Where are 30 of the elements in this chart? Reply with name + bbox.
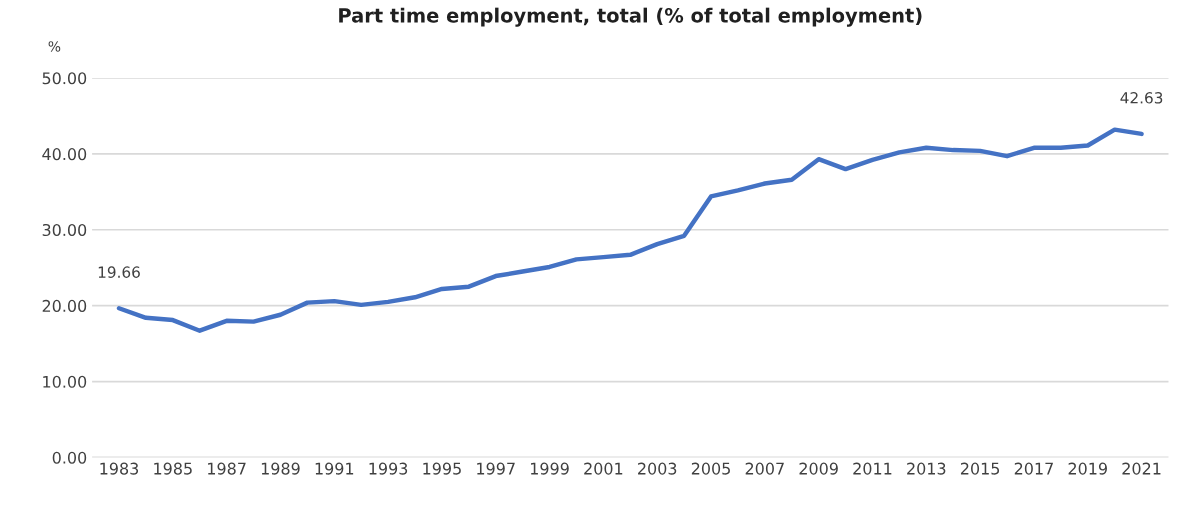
chart-title: Part time employment, total (% of total employment) <box>339 7 922 27</box>
x-tick-label: 2013 <box>907 462 946 475</box>
x-tick-label: 1993 <box>369 462 408 475</box>
x-tick-label: 1999 <box>530 462 569 475</box>
x-tick-label: 2011 <box>853 462 892 475</box>
x-tick-label: 2017 <box>1014 462 1053 475</box>
x-tick-label: 2021 <box>1122 462 1161 475</box>
data-label: 42.63 <box>1120 92 1163 104</box>
x-tick-label: 1985 <box>154 462 192 475</box>
x-tick-label: 1983 <box>100 462 139 475</box>
x-tick-label: 2003 <box>638 462 677 475</box>
data-label: 19.66 <box>98 266 140 278</box>
x-tick-label: 2007 <box>745 462 784 475</box>
x-tick-label: 1987 <box>208 462 246 475</box>
y-tick-label: 10.00 <box>43 375 87 388</box>
x-tick-label: 1995 <box>423 462 461 475</box>
x-tick-label: 2009 <box>799 462 838 475</box>
y-tick-label: 30.00 <box>42 223 87 237</box>
y-axis-title: % <box>48 41 61 52</box>
y-tick-label: 20.00 <box>42 299 87 312</box>
x-tick-label: 2015 <box>960 462 1000 475</box>
y-tick-label: 0.00 <box>52 451 87 464</box>
x-tick-label: 2019 <box>1068 462 1107 475</box>
y-tick-label: 40.00 <box>42 148 87 161</box>
x-tick-label: 1991 <box>315 462 354 475</box>
x-tick-label: 2005 <box>691 462 730 475</box>
x-tick-label: 1989 <box>261 462 300 475</box>
y-tick-label: 50.00 <box>42 72 87 85</box>
x-tick-label: 1997 <box>477 462 515 475</box>
x-tick-label: 2001 <box>584 462 623 475</box>
